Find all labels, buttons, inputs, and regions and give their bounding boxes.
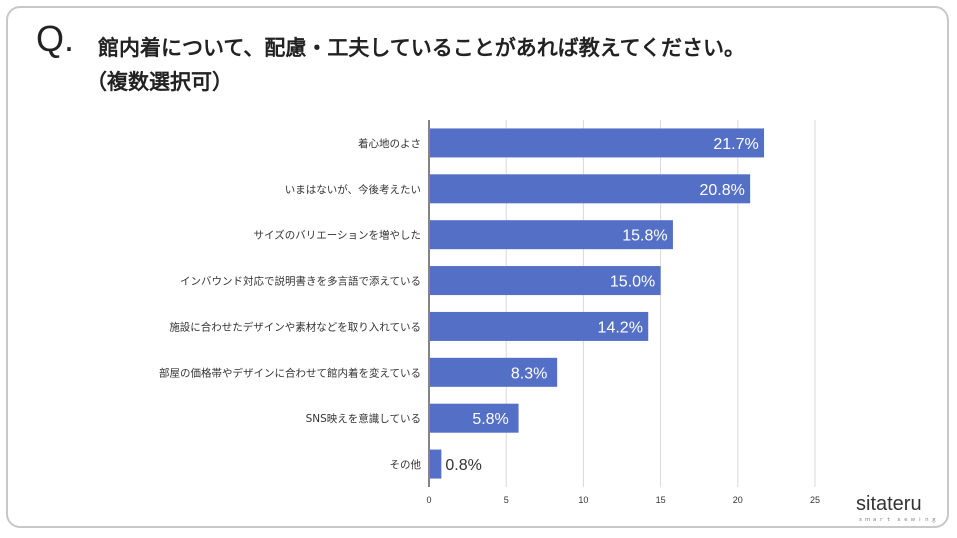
x-tick-label: 5 — [504, 495, 509, 505]
bar — [430, 174, 751, 204]
bar — [430, 266, 661, 296]
data-label: 5.8% — [472, 411, 508, 428]
bar — [430, 128, 765, 158]
data-label: 15.8% — [622, 228, 667, 245]
x-tick-label: 15 — [656, 495, 666, 505]
data-label: 20.8% — [699, 182, 744, 199]
x-tick-label: 20 — [733, 495, 743, 505]
question-title: 館内着について、配慮・工夫していることがあれば教えてください。 — [98, 36, 746, 60]
x-tick-label: 0 — [426, 495, 431, 505]
brand-logo-sub: ｓｍａｒｔ ｓｅｗｉｎｇ — [858, 517, 939, 523]
question-note: （複数選択可） — [86, 70, 233, 94]
category-label: SNS映えを意識している — [306, 412, 421, 425]
x-tick-label: 25 — [810, 495, 820, 505]
bar — [430, 403, 519, 433]
bar — [430, 311, 649, 341]
category-label: サイズのバリエーションを増やした — [254, 229, 421, 242]
brand-logo: sitateru — [856, 493, 922, 515]
data-label: 21.7% — [713, 136, 758, 153]
bar — [430, 449, 442, 479]
x-tick-label: 10 — [578, 495, 588, 505]
category-label: インバウンド対応で説明書きを多言語で添えている — [180, 275, 421, 288]
bar — [430, 220, 673, 250]
category-label: 着心地のよさ — [358, 137, 421, 150]
question-mark: Q. — [36, 18, 75, 59]
data-label: 0.8% — [445, 457, 481, 474]
category-label: 施設に合わせたデザインや素材などを取り入れている — [169, 320, 421, 333]
data-label: 8.3% — [511, 365, 547, 382]
category-label: 部屋の価格帯やデザインに合わせて館内着を変えている — [159, 366, 421, 379]
bar — [430, 357, 558, 387]
category-label: その他 — [390, 458, 422, 471]
data-label: 14.2% — [598, 319, 643, 336]
data-label: 15.0% — [610, 274, 655, 291]
category-label: いまはないが、今後考えたい — [285, 183, 421, 196]
